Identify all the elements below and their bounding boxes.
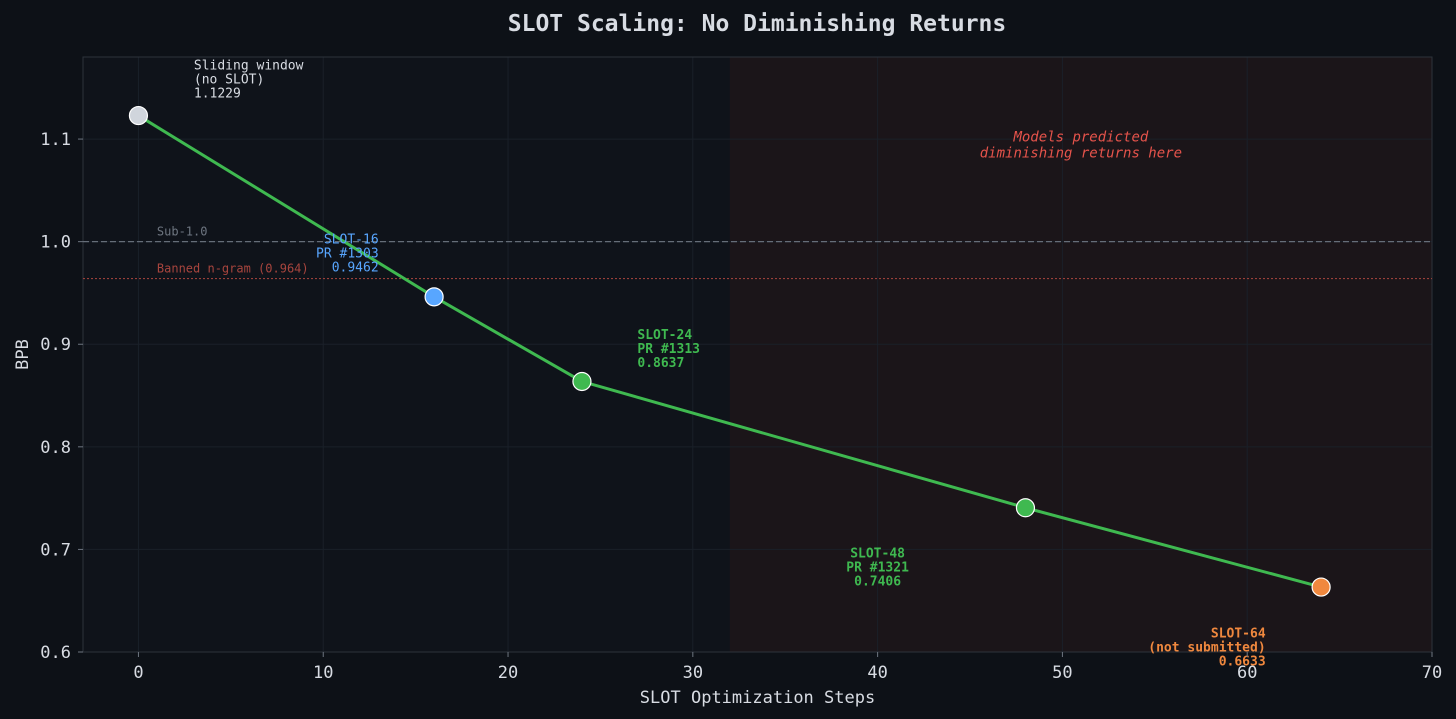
data-label-1: PR #1303 (316, 247, 379, 262)
x-tick-label: 30 (683, 663, 703, 683)
data-label-0: (no SLOT) (194, 72, 264, 87)
data-label-3: 0.7406 (854, 575, 901, 590)
y-tick-label: 0.9 (40, 335, 71, 355)
data-point (128, 105, 149, 126)
y-tick-label: 0.7 (40, 540, 71, 560)
x-tick-label: 40 (867, 663, 887, 683)
x-tick-label: 60 (1237, 663, 1257, 683)
x-axis-label: SLOT Optimization Steps (640, 688, 875, 708)
x-tick-label: 0 (133, 663, 143, 683)
data-label-4: (not submitted) (1148, 641, 1265, 656)
data-label-2: 0.8637 (637, 356, 684, 371)
data-label-4: SLOT-64 (1211, 627, 1266, 642)
axes-frame (82, 56, 1433, 653)
data-label-2: PR #1313 (637, 342, 700, 357)
data-label-2: SLOT-24 (637, 328, 692, 343)
data-label-3: PR #1321 (846, 561, 909, 576)
region-annotation-line: diminishing returns here (980, 145, 1182, 161)
data-point (424, 287, 444, 307)
diminishing-returns-region (729, 57, 1432, 652)
data-label-1: SLOT-16 (324, 233, 379, 248)
data-point (572, 371, 592, 392)
y-tick-label: 1.0 (40, 233, 71, 253)
y-tick-label: 0.6 (40, 643, 71, 663)
x-tick-label: 50 (1052, 663, 1072, 683)
data-label-1: 0.9462 (332, 261, 379, 276)
reference-line-label-1: Banned n-gram (0.964) (157, 262, 309, 276)
region-annotation-line: Models predicted (1012, 129, 1148, 145)
y-axis-label: BPB (13, 339, 33, 370)
chart-title: SLOT Scaling: No Diminishing Returns (508, 11, 1007, 37)
reference-line-label-0: Sub-1.0 (157, 225, 208, 239)
y-tick-label: 0.8 (40, 438, 71, 458)
data-label-0: 1.1229 (194, 86, 241, 101)
data-label-0: Sliding window (194, 58, 304, 73)
data-point (1015, 498, 1036, 518)
x-tick-label: 70 (1422, 663, 1442, 683)
data-label-3: SLOT-48 (850, 547, 905, 562)
x-tick-label: 20 (498, 663, 518, 683)
data-label-4: 0.6633 (1219, 655, 1266, 670)
data-point (1311, 577, 1331, 597)
x-tick-label: 10 (313, 663, 333, 683)
y-tick-label: 1.1 (40, 130, 71, 150)
